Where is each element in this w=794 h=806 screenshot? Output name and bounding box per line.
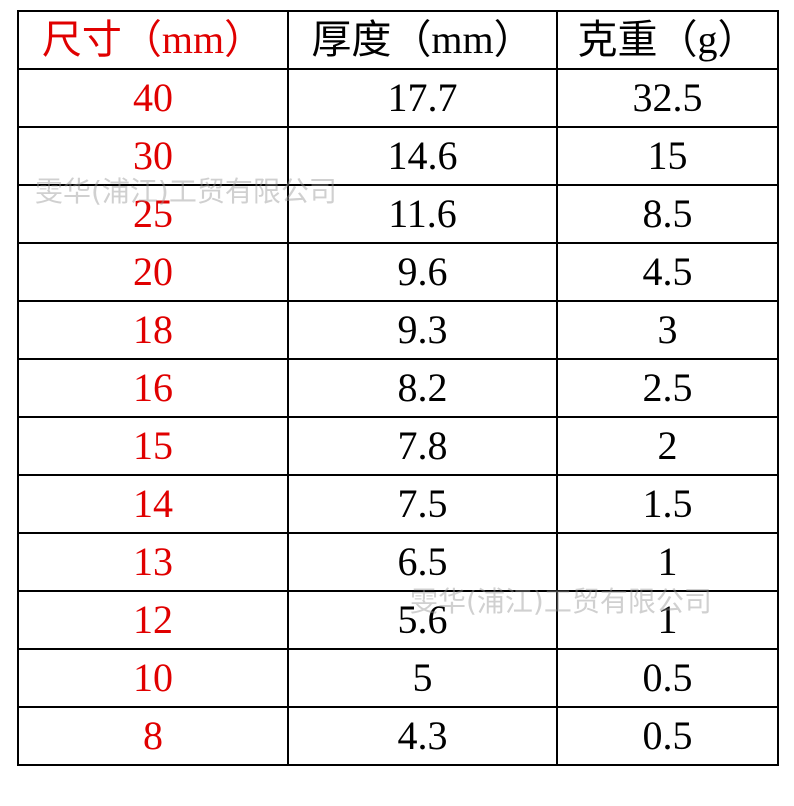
table-row: 16 8.2 2.5 (17, 358, 779, 418)
header-cell: 厚度（mm） (287, 10, 558, 70)
table-cell: 30 (17, 126, 289, 186)
table-cell: 3 (556, 300, 779, 360)
table-cell: 2.5 (556, 358, 779, 418)
table-cell: 8 (17, 706, 289, 766)
table-cell: 40 (17, 68, 289, 128)
table-cell: 32.5 (556, 68, 779, 128)
table-cell: 0.5 (556, 706, 779, 766)
table-row: 14 7.5 1.5 (17, 474, 779, 534)
table-row: 25 11.6 8.5 (17, 184, 779, 244)
table-cell: 8.2 (287, 358, 558, 418)
table-row: 12 5.6 1 (17, 590, 779, 650)
table-cell: 20 (17, 242, 289, 302)
table-cell: 7.8 (287, 416, 558, 476)
table-row: 15 7.8 2 (17, 416, 779, 476)
watermark: 雯华(浦江)工贸有限公司 (410, 585, 712, 618)
table-cell: 0.5 (556, 648, 779, 708)
table-cell: 13 (17, 532, 289, 592)
table-row: 18 9.3 3 (17, 300, 779, 360)
table-cell: 1.5 (556, 474, 779, 534)
data-table: 尺寸（mm） 厚度（mm） 克重（g） 40 17.7 32.5 30 14.6 15 25 11… (17, 10, 779, 766)
table-cell: 11.6 (287, 184, 558, 244)
table-cell: 4.5 (556, 242, 779, 302)
table-cell: 1 (556, 590, 779, 650)
table-cell: 6.5 (287, 532, 558, 592)
table-cell: 14 (17, 474, 289, 534)
watermark: 雯华(浦江)工贸有限公司 (35, 175, 337, 208)
table-body: 40 17.7 32.5 30 14.6 15 25 11.6 8.5 20 9.6 4.5 18 9.3… (17, 68, 779, 766)
table-cell: 9.3 (287, 300, 558, 360)
header-cell: 尺寸（mm） (17, 10, 289, 70)
table-cell: 15 (556, 126, 779, 186)
header-cell: 克重（g） (556, 10, 779, 70)
table-cell: 7.5 (287, 474, 558, 534)
table-cell: 14.6 (287, 126, 558, 186)
table-row: 40 17.7 32.5 (17, 68, 779, 128)
table-cell: 8.5 (556, 184, 779, 244)
table-cell: 17.7 (287, 68, 558, 128)
table-cell: 1 (556, 532, 779, 592)
table-row: 10 5 0.5 (17, 648, 779, 708)
table-row: 13 6.5 1 (17, 532, 779, 592)
table-cell: 5.6 (287, 590, 558, 650)
table-row: 8 4.3 0.5 (17, 706, 779, 766)
table-cell: 16 (17, 358, 289, 418)
table-row: 30 14.6 15 (17, 126, 779, 186)
table-cell: 18 (17, 300, 289, 360)
table-row: 20 9.6 4.5 (17, 242, 779, 302)
table-cell: 4.3 (287, 706, 558, 766)
header-row: 尺寸（mm） 厚度（mm） 克重（g） (17, 10, 779, 70)
table-cell: 25 (17, 184, 289, 244)
table-cell: 10 (17, 648, 289, 708)
table-cell: 9.6 (287, 242, 558, 302)
table-cell: 5 (287, 648, 558, 708)
table-cell: 15 (17, 416, 289, 476)
table-cell: 12 (17, 590, 289, 650)
table-cell: 2 (556, 416, 779, 476)
